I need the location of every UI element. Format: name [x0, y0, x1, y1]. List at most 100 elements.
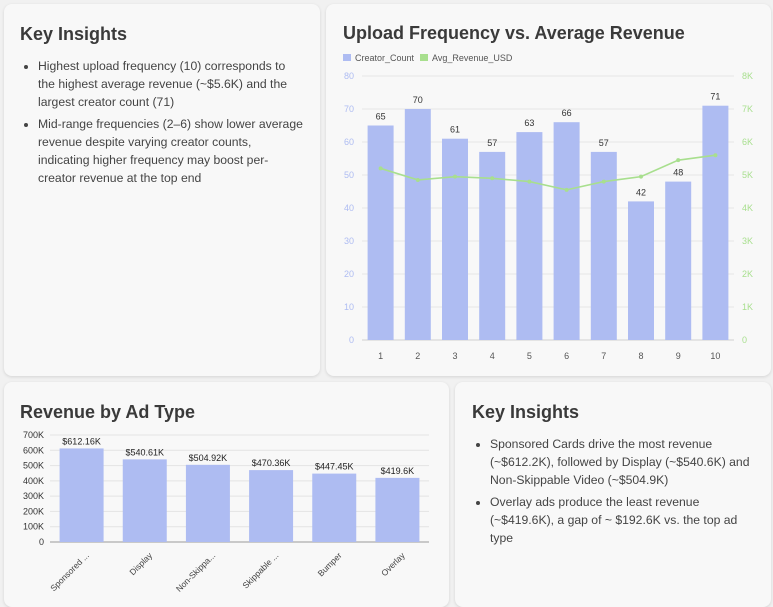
insights-list: Sponsored Cards drive the most revenue (…	[472, 435, 755, 547]
y-right-tick-label: 0	[742, 335, 747, 345]
x-tick-label: Overlay	[379, 550, 407, 578]
x-tick-label: Non-Skippa...	[174, 550, 217, 593]
bar-data-label: 61	[450, 125, 460, 135]
y-tick-label: 300K	[23, 491, 44, 501]
x-tick-label: 7	[601, 351, 606, 361]
line-point	[527, 179, 532, 184]
x-tick-label: Skippable ...	[240, 550, 280, 590]
bar-data-label: $612.16K	[62, 436, 101, 446]
y-right-tick-label: 5K	[742, 170, 753, 180]
y-tick-label: 200K	[23, 506, 44, 516]
bar	[122, 459, 167, 542]
y-tick-label: 400K	[23, 476, 44, 486]
bar-data-label: $470.36K	[252, 458, 291, 468]
y-right-tick-label: 2K	[742, 269, 753, 279]
chart-title: Upload Frequency vs. Average Revenue	[343, 23, 685, 43]
x-tick-label: 9	[676, 351, 681, 361]
y-tick-label: 600K	[23, 445, 44, 455]
y-left-tick-label: 30	[344, 236, 354, 246]
bar-data-label: 63	[524, 118, 534, 128]
line-point	[639, 174, 643, 179]
legend-label: Avg_Revenue_USD	[432, 53, 513, 63]
legend-swatch-avg-revenue	[420, 54, 428, 61]
y-left-tick-label: 80	[344, 71, 354, 81]
bar	[665, 181, 692, 340]
bar	[553, 122, 580, 340]
x-tick-label: 5	[527, 351, 532, 361]
y-right-tick-label: 6K	[742, 137, 753, 147]
key-insights-card-top: Key Insights Highest upload frequency (1…	[4, 4, 320, 376]
x-tick-label: 4	[490, 351, 495, 361]
bar	[367, 125, 394, 340]
y-right-tick-label: 4K	[742, 203, 753, 213]
y-left-tick-label: 10	[344, 302, 354, 312]
legend-label: Creator_Count	[355, 53, 415, 63]
bar	[702, 105, 729, 340]
insights-list: Highest upload frequency (10) correspond…	[20, 57, 304, 187]
bar	[375, 477, 420, 542]
bar	[628, 201, 654, 340]
bar-data-label: 65	[376, 112, 386, 122]
line-point	[415, 177, 420, 182]
insight-item: Sponsored Cards drive the most revenue (…	[490, 435, 755, 489]
y-right-tick-label: 3K	[742, 236, 753, 246]
bar-data-label: 48	[673, 168, 683, 178]
x-tick-label: Bumper	[316, 550, 344, 578]
combo-chart: Creator_Count Avg_Revenue_USD010203040506…	[343, 53, 753, 361]
y-right-tick-label: 1K	[742, 302, 753, 312]
bar	[479, 151, 506, 340]
bar-data-label: 71	[710, 92, 720, 102]
bar	[312, 473, 357, 542]
x-tick-label: 3	[452, 351, 457, 361]
insights-title: Key Insights	[20, 24, 128, 44]
y-left-tick-label: 60	[344, 137, 354, 147]
insights-title: Key Insights	[472, 402, 580, 422]
x-tick-label: 10	[710, 351, 720, 361]
bar	[59, 448, 104, 542]
bar-data-label: $540.61K	[125, 447, 164, 457]
y-tick-label: 500K	[23, 461, 44, 471]
bar	[185, 464, 230, 542]
bar-data-label: $504.92K	[189, 453, 228, 463]
y-left-tick-label: 40	[344, 203, 354, 213]
bar	[442, 138, 468, 340]
insight-item: Mid-range frequencies (2–6) show lower a…	[38, 115, 304, 187]
x-tick-label: Display	[127, 550, 154, 577]
bar-data-label: 42	[636, 187, 646, 197]
line-point	[453, 174, 457, 179]
line-point	[601, 179, 606, 184]
key-insights-card-bottom: Key Insights Sponsored Cards drive the m…	[455, 382, 771, 607]
line-point	[378, 166, 383, 171]
bar-data-label: 57	[599, 138, 609, 148]
line-point	[490, 176, 495, 181]
y-left-tick-label: 20	[344, 269, 354, 279]
y-left-tick-label: 0	[349, 335, 354, 345]
bar	[404, 109, 431, 340]
y-tick-label: 100K	[23, 522, 44, 532]
legend-swatch-creator-count	[343, 54, 351, 61]
chart-title: Revenue by Ad Type	[20, 402, 196, 422]
bar	[516, 132, 543, 340]
x-tick-label: 8	[638, 351, 643, 361]
insight-item: Highest upload frequency (10) correspond…	[38, 57, 304, 111]
line-point	[564, 187, 569, 192]
y-left-tick-label: 50	[344, 170, 354, 180]
line-avg-revenue	[380, 154, 716, 191]
x-tick-label: 1	[378, 351, 383, 361]
x-tick-label: 2	[415, 351, 420, 361]
revenue-by-ad-type-card: Revenue by Ad Type 0 100K 200K 300K 400K 500K…	[4, 382, 449, 607]
bar-data-label: $419.6K	[381, 466, 415, 476]
y-right-tick-label: 7K	[742, 104, 753, 114]
upload-frequency-chart-card: Upload Frequency vs. Average Revenue Cre…	[326, 4, 771, 376]
bar-data-label: $447.45K	[315, 462, 354, 472]
x-tick-label: 6	[564, 351, 569, 361]
bar-data-label: 70	[413, 95, 423, 105]
y-left-tick-label: 70	[344, 104, 354, 114]
bar-data-label: 57	[487, 138, 497, 148]
bar-data-label: 66	[562, 108, 572, 118]
line-point	[713, 153, 718, 158]
insight-item: Overlay ads produce the least revenue (~…	[490, 493, 755, 547]
bar	[249, 470, 294, 542]
y-tick-label: 700K	[23, 430, 44, 440]
line-point	[676, 158, 681, 163]
